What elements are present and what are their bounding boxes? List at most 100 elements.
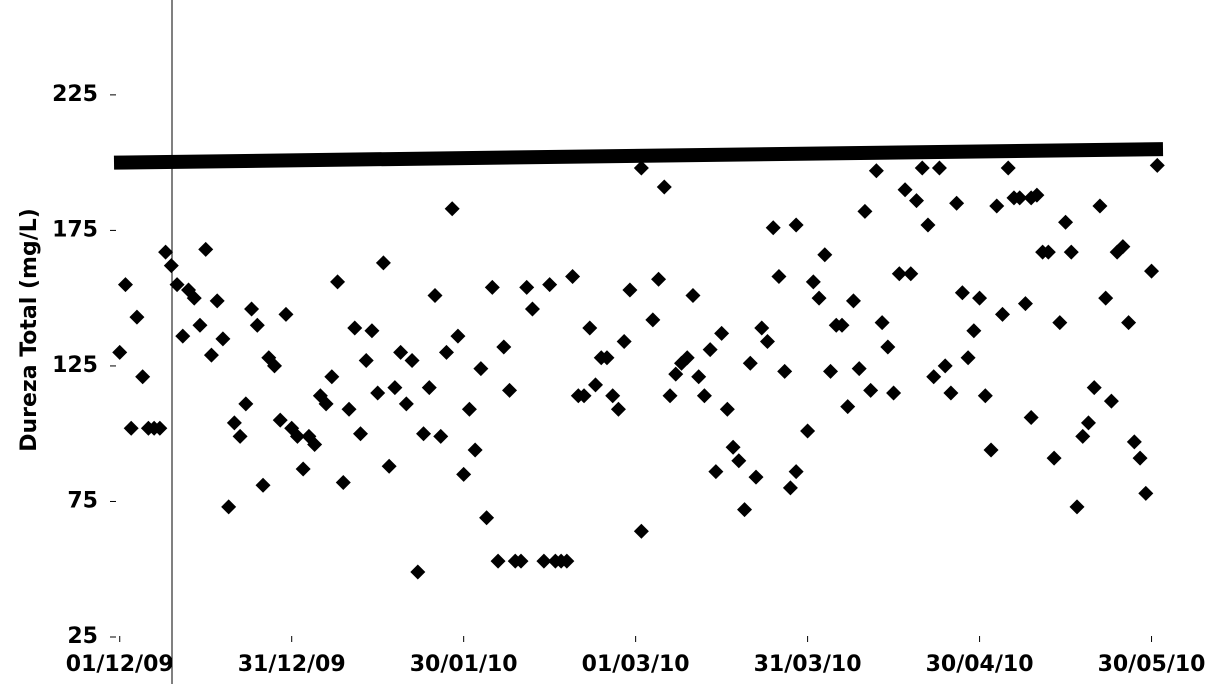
data-point <box>834 317 850 333</box>
data-point <box>479 510 495 526</box>
data-point <box>255 477 271 493</box>
data-point <box>874 315 890 331</box>
data-point <box>456 466 472 482</box>
data-point <box>685 287 701 303</box>
data-point <box>1023 409 1039 425</box>
data-point <box>691 369 707 385</box>
data-point <box>473 361 489 377</box>
data-point <box>1052 315 1068 331</box>
data-point <box>1138 485 1154 501</box>
data-point <box>565 268 581 284</box>
data-point <box>1144 263 1160 279</box>
data-point <box>192 317 208 333</box>
data-point <box>278 306 294 322</box>
data-point <box>1000 160 1016 176</box>
data-point <box>1040 244 1056 260</box>
data-point <box>977 388 993 404</box>
data-point <box>375 255 391 271</box>
data-point <box>668 366 684 382</box>
data-point <box>341 401 357 417</box>
data-point <box>679 350 695 366</box>
data-point <box>175 328 191 344</box>
data-point <box>450 328 466 344</box>
data-point <box>599 350 615 366</box>
data-point <box>238 396 254 412</box>
data-point <box>1063 244 1079 260</box>
x-tick-label: 31/12/09 <box>238 652 346 677</box>
data-point <box>1092 198 1108 214</box>
data-point <box>863 382 879 398</box>
data-point <box>588 377 604 393</box>
data-point <box>1086 380 1102 396</box>
data-point <box>358 353 374 369</box>
data-point <box>886 385 902 401</box>
data-point <box>1069 499 1085 515</box>
data-point <box>708 464 724 480</box>
data-point <box>433 428 449 444</box>
data-point <box>1080 415 1096 431</box>
data-point <box>983 442 999 458</box>
data-point <box>1017 296 1033 312</box>
data-point <box>1126 434 1142 450</box>
data-point <box>427 287 443 303</box>
data-point <box>811 290 827 306</box>
data-point <box>519 279 535 295</box>
data-point <box>645 312 661 328</box>
data-point <box>416 426 432 442</box>
data-point <box>249 317 265 333</box>
data-point <box>221 499 237 515</box>
data-point <box>542 277 558 293</box>
data-point <box>868 163 884 179</box>
data-point <box>1012 190 1028 206</box>
data-point <box>926 369 942 385</box>
data-point <box>777 363 793 379</box>
x-tick-label: 01/12/09 <box>66 652 174 677</box>
data-point <box>267 358 283 374</box>
x-tick-label: 30/01/10 <box>410 652 518 677</box>
data-point <box>404 353 420 369</box>
data-point <box>352 426 368 442</box>
data-point <box>502 382 518 398</box>
data-point <box>307 437 323 453</box>
data-point <box>771 268 787 284</box>
data-point <box>1132 450 1148 466</box>
data-point <box>370 385 386 401</box>
data-point <box>782 480 798 496</box>
data-point <box>656 179 672 195</box>
data-point <box>163 258 179 274</box>
data-point <box>158 244 174 260</box>
data-point <box>714 325 730 341</box>
data-point <box>994 306 1010 322</box>
y-tick-label: 25 <box>67 624 98 649</box>
data-point <box>972 290 988 306</box>
data-point <box>272 412 288 428</box>
data-point <box>559 553 575 569</box>
data-point <box>1046 450 1062 466</box>
data-point <box>633 160 649 176</box>
data-point <box>244 301 260 317</box>
y-axis-label: Dureza Total (mg/L) <box>17 208 42 452</box>
data-point <box>536 553 552 569</box>
data-point <box>1029 187 1045 203</box>
data-point <box>605 388 621 404</box>
data-point <box>1075 428 1091 444</box>
data-point <box>1098 290 1114 306</box>
data-point <box>169 277 185 293</box>
data-point <box>381 458 397 474</box>
data-point <box>610 401 626 417</box>
data-point <box>880 339 896 355</box>
data-point <box>805 274 821 290</box>
data-point <box>364 323 380 339</box>
x-tick-label: 30/04/10 <box>926 652 1034 677</box>
data-point <box>920 217 936 233</box>
data-point <box>851 361 867 377</box>
data-point <box>909 193 925 209</box>
data-point <box>737 502 753 518</box>
data-point <box>633 523 649 539</box>
data-point <box>198 241 214 257</box>
data-point <box>215 331 231 347</box>
data-point <box>112 344 128 360</box>
data-point <box>330 274 346 290</box>
